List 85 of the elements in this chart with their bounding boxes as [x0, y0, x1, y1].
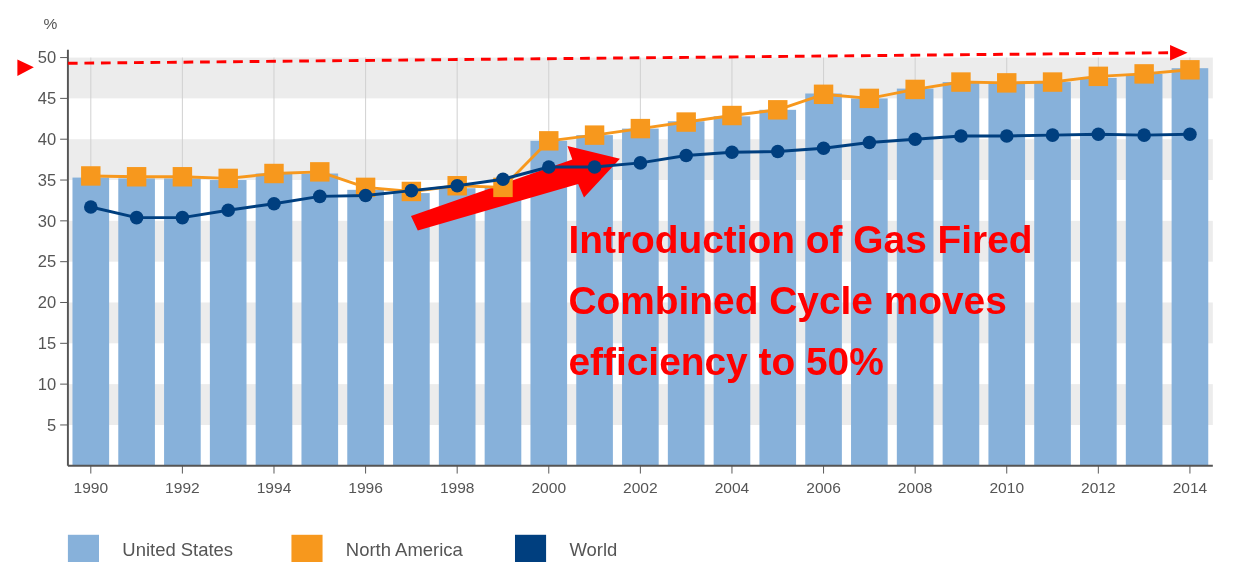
x-tick-label: 2000: [531, 478, 567, 496]
bar: [438, 188, 476, 466]
y-tick-label: 15: [37, 334, 57, 354]
point: [816, 141, 831, 155]
bar: [255, 173, 293, 466]
point: [1091, 127, 1106, 142]
x-tick-label: 1994: [256, 478, 292, 496]
point: [175, 210, 190, 225]
x-tick-label: 2002: [623, 478, 658, 496]
point: [172, 167, 193, 187]
y-axis-title: %: [43, 15, 58, 33]
x-tick-label: 2004: [714, 478, 750, 496]
point: [768, 100, 788, 120]
x-tick-label: 2006: [806, 478, 841, 496]
bar: [209, 180, 247, 466]
point: [1045, 128, 1060, 142]
point: [999, 129, 1014, 143]
y-tick-label: 50: [37, 48, 57, 68]
point: [813, 84, 834, 105]
x-tick-label: 2010: [989, 478, 1025, 496]
point: [218, 168, 238, 189]
bar: [1171, 68, 1209, 466]
y-tick-label: 20: [37, 293, 57, 313]
bar: [1125, 73, 1163, 466]
x-tick-label: 2012: [1081, 478, 1116, 496]
point: [859, 88, 880, 109]
point: [862, 135, 877, 150]
bar: [118, 178, 155, 466]
x-tick-label: 1992: [165, 478, 200, 496]
point: [1088, 66, 1109, 87]
y-tick-label: 5: [47, 415, 57, 435]
bar: [72, 177, 110, 466]
point: [312, 189, 327, 204]
legend-label: World: [569, 538, 618, 560]
point: [676, 112, 696, 132]
bar: [164, 178, 201, 466]
legend-label: United States: [122, 538, 234, 560]
point: [496, 172, 510, 187]
bar: [484, 186, 522, 466]
point: [1042, 72, 1063, 92]
point: [954, 129, 968, 143]
point: [905, 79, 925, 100]
point: [633, 156, 648, 170]
point: [539, 131, 559, 151]
y-tick-label: 40: [37, 129, 57, 149]
point: [725, 145, 739, 160]
y-tick-label: 30: [37, 211, 57, 231]
point: [951, 72, 971, 92]
point: [358, 188, 373, 203]
point: [1180, 60, 1200, 80]
y-tick-label: 45: [37, 89, 57, 109]
point: [267, 196, 281, 211]
bar: [393, 193, 430, 466]
point: [630, 118, 651, 139]
legend-label: North America: [345, 538, 464, 560]
point: [81, 166, 101, 186]
x-tick-label: 2014: [1172, 478, 1208, 496]
point: [997, 73, 1017, 93]
bar: [1034, 82, 1071, 466]
y-tick-label: 10: [37, 374, 57, 394]
y-tick-label: 35: [37, 170, 57, 190]
x-tick-label: 2008: [897, 478, 933, 496]
point: [770, 144, 785, 159]
point: [126, 167, 147, 187]
point: [722, 105, 742, 126]
bar: [301, 173, 339, 466]
point: [1137, 128, 1151, 142]
y-tick-label: 25: [37, 252, 57, 272]
bar: [1080, 77, 1117, 466]
point: [541, 160, 556, 174]
x-tick-label: 1996: [348, 478, 383, 496]
point: [84, 200, 98, 214]
point: [264, 163, 284, 184]
x-tick-label: 1990: [73, 478, 109, 496]
point: [1134, 64, 1154, 84]
point: [679, 148, 693, 163]
bar: [347, 189, 384, 466]
point: [587, 160, 602, 174]
x-tick-label: 1998: [439, 478, 475, 496]
point: [310, 162, 330, 182]
point: [1183, 127, 1197, 142]
point: [908, 132, 922, 147]
point: [584, 125, 605, 145]
point: [221, 203, 235, 218]
point: [129, 210, 144, 225]
